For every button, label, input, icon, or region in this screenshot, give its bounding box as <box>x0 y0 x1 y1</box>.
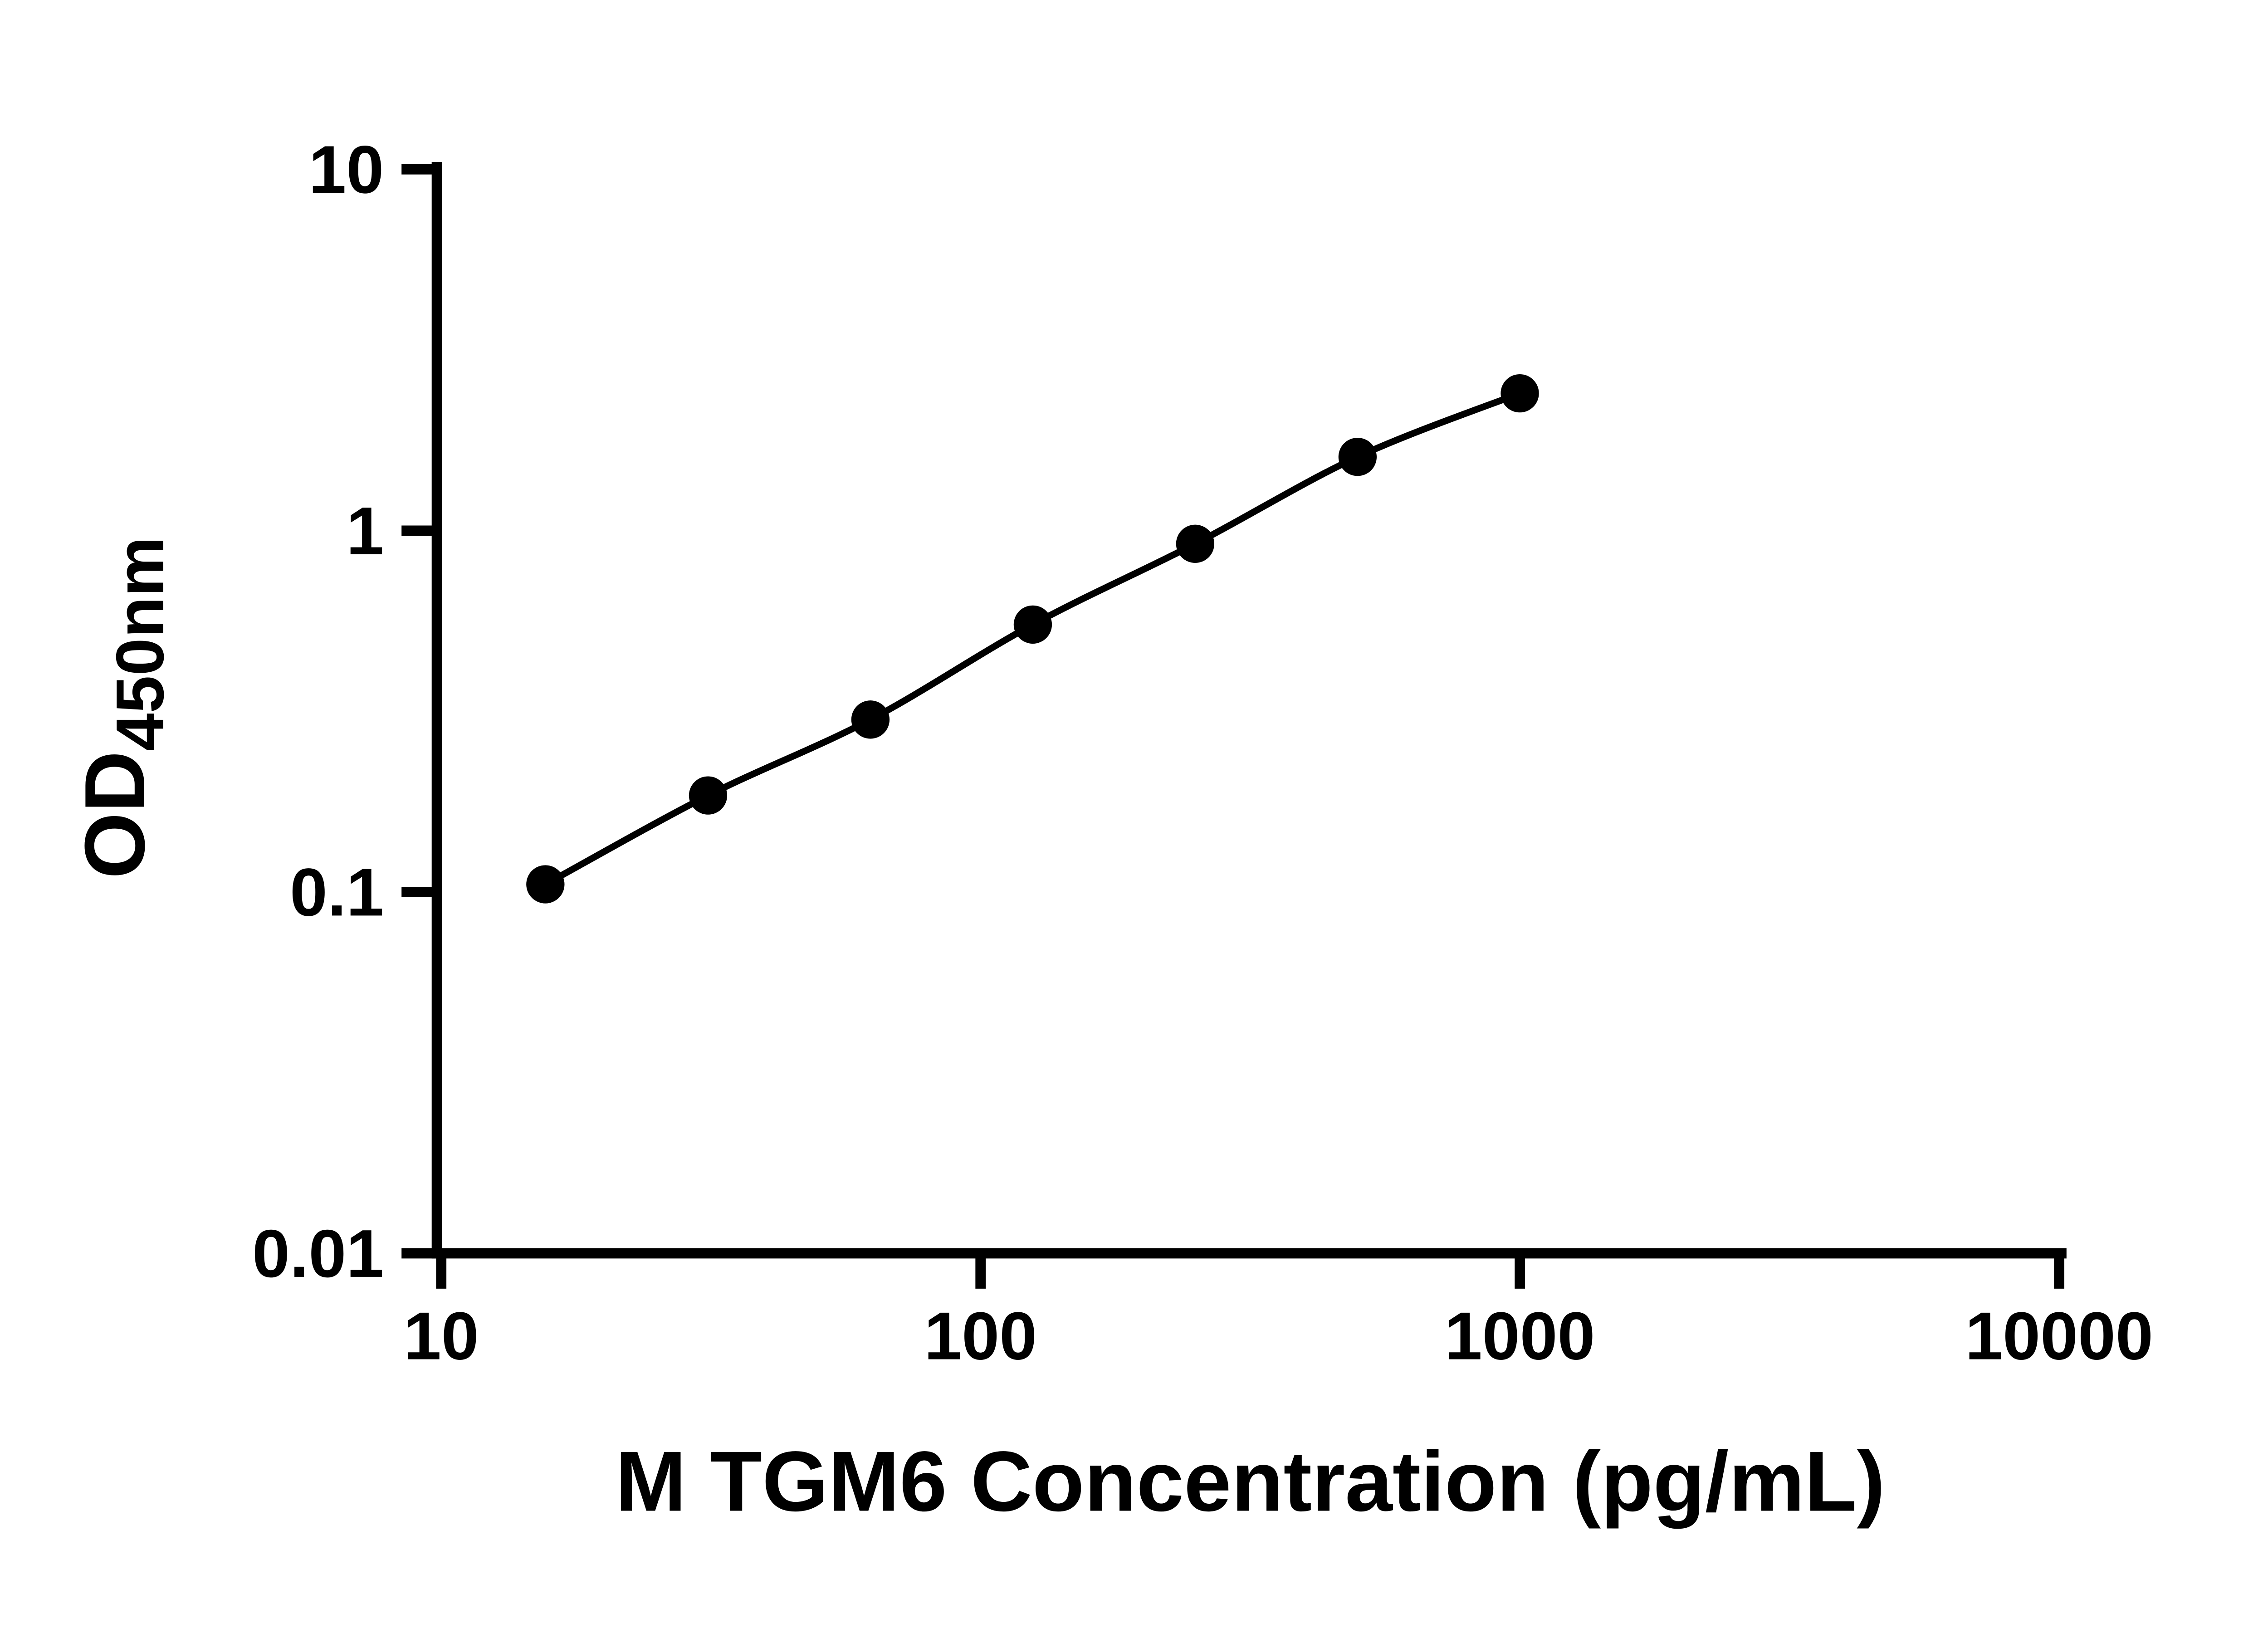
y-axis-tick-label: 10 <box>308 132 384 207</box>
x-axis-ticks <box>436 1253 2064 1289</box>
y-axis-tick-label: 1 <box>346 493 384 569</box>
data-point <box>851 700 890 739</box>
y-axis-tick-labels: 0.01 0.1 1 10 <box>252 132 384 1291</box>
x-axis-tick-label: 10 <box>404 1298 479 1374</box>
data-point <box>689 776 728 815</box>
data-point-markers <box>526 374 1539 904</box>
data-point <box>1338 438 1377 476</box>
y-axis-title-subscript: 450nm <box>102 537 178 751</box>
x-axis-tick-label: 10000 <box>1965 1298 2153 1374</box>
y-axis-ticks <box>401 164 437 1259</box>
data-point <box>526 865 565 904</box>
x-axis-tick-label: 1000 <box>1445 1298 1595 1374</box>
x-axis-title: M TGM6 Concentration (pg/mL) <box>615 1433 1885 1529</box>
data-point <box>1176 524 1215 563</box>
y-axis-title: OD450nm <box>67 537 178 879</box>
y-axis-tick-label: 0.01 <box>252 1216 384 1291</box>
y-axis-tick-label: 0.1 <box>290 854 384 930</box>
y-axis-title-main: OD <box>67 751 162 879</box>
x-axis-tick-labels: 10 100 1000 10000 <box>404 1298 2153 1374</box>
data-point <box>1013 605 1052 644</box>
x-axis-tick-label: 100 <box>924 1298 1037 1374</box>
data-point <box>1501 374 1539 413</box>
